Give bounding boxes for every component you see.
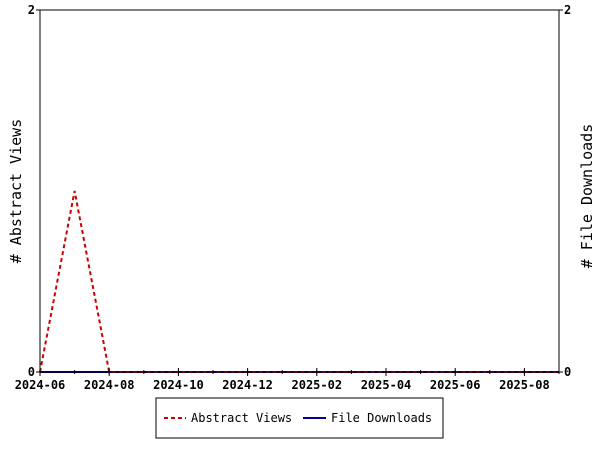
- axes: 2024-06 2024-08 2024-10 2024-12 2025-02 2025-…: [15, 3, 572, 392]
- x-tick-label-2025-06: 2025-06: [430, 378, 481, 392]
- y-axis-right-title: # File Downloads: [578, 124, 596, 269]
- y-right-tick-label-0: 0: [564, 365, 571, 379]
- x-tick-label-2025-02: 2025-02: [292, 378, 343, 392]
- x-tick-label-2024-06: 2024-06: [15, 378, 66, 392]
- legend-box: [155, 397, 444, 439]
- legend-label-file-downloads: File Downloads: [331, 411, 432, 425]
- y-left-tick-label-0: 0: [28, 365, 35, 379]
- legend: Abstract Views File Downloads: [155, 397, 444, 439]
- y-left-tick-label-2: 2: [28, 3, 35, 17]
- y-right-tick-label-2: 2: [564, 3, 571, 17]
- x-tick-label-2025-04: 2025-04: [361, 378, 412, 392]
- x-tick-label-2024-10: 2024-10: [153, 378, 204, 392]
- y-axis-left-title: # Abstract Views: [7, 119, 25, 264]
- x-tick-label-2024-12: 2024-12: [222, 378, 273, 392]
- x-tick-label-2025-08: 2025-08: [499, 378, 550, 392]
- plot-frame: [39, 9, 560, 373]
- legend-label-abstract-views: Abstract Views: [191, 411, 292, 425]
- x-tick-label-2024-08: 2024-08: [84, 378, 135, 392]
